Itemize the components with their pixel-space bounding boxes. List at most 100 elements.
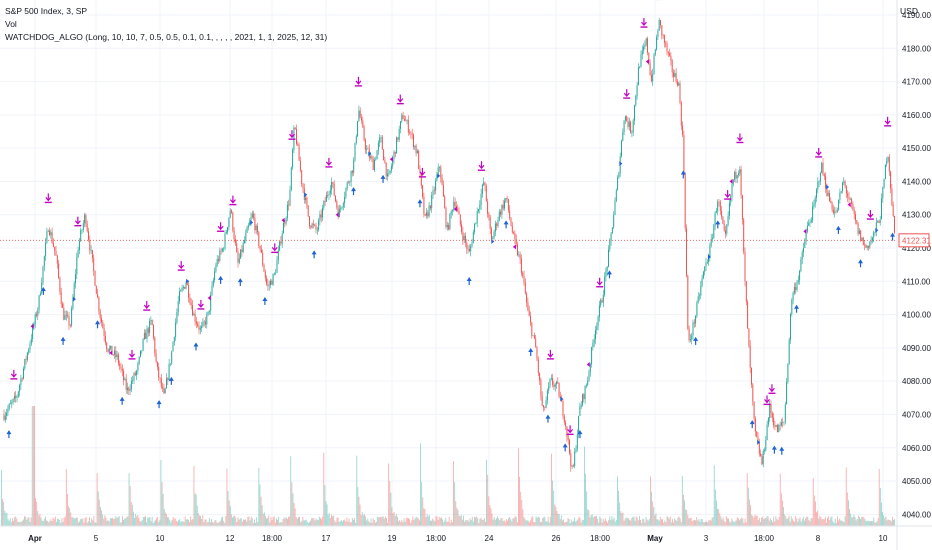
volume-bar [245, 519, 247, 526]
candle-body [509, 210, 511, 219]
candle-body [444, 196, 446, 208]
volume-bar [120, 522, 122, 526]
buy-signal-marker [193, 342, 199, 351]
volume-bar [653, 507, 655, 526]
candle-body [147, 328, 149, 333]
candle-body [383, 149, 385, 161]
volume-bar [780, 493, 782, 526]
candle-body [471, 243, 473, 247]
price-axis[interactable]: 4190.004180.004170.004160.004150.004140.… [902, 11, 931, 519]
candle-body [38, 295, 40, 310]
buy-signal-marker [380, 174, 386, 183]
volume-bar [169, 519, 171, 526]
candle-body [695, 316, 697, 324]
volume-bar [370, 518, 372, 526]
volume-bar [548, 522, 550, 526]
volume-bar [592, 517, 594, 526]
volume-bar [258, 467, 260, 526]
volume-bar [648, 518, 650, 526]
volume-bar [199, 515, 200, 526]
symbol-title[interactable]: S&P 500 Index, 3, SP [5, 6, 88, 16]
candle-body [713, 225, 715, 238]
volume-bar [460, 515, 462, 526]
volume-bar [261, 505, 263, 526]
volume-bar [175, 520, 177, 526]
candle-body [254, 217, 256, 231]
candle-body [853, 210, 855, 215]
volume-bar [716, 500, 717, 526]
candle-body [81, 229, 83, 231]
volume-bar [752, 515, 754, 526]
candle-body [123, 370, 125, 381]
volume-bar [49, 521, 51, 526]
candle-body [613, 214, 615, 228]
volume-bar [547, 516, 549, 526]
volume-bar [886, 520, 888, 526]
candle-body [766, 424, 768, 441]
candle-body [171, 351, 173, 364]
candle-body [501, 204, 503, 215]
volume-bar [624, 518, 626, 526]
candle-body [537, 359, 539, 374]
candle-body [832, 209, 834, 213]
price-tick-label: 4190.00 [902, 11, 931, 20]
candle-body [101, 318, 102, 323]
volume-bar [379, 517, 381, 526]
candle-body [441, 178, 443, 185]
time-axis[interactable]: Apr 5 10 12 18:00 17 19 18:00 24 26 18:00 May 3 18:00… [28, 534, 888, 543]
candle-body [190, 303, 192, 306]
volume-bar [766, 516, 768, 526]
volume-bar [842, 521, 844, 526]
volume-bar [224, 522, 226, 526]
candle-body [756, 431, 758, 437]
volume-bar [335, 522, 337, 526]
buy-signal-marker [545, 414, 551, 423]
candle-body [90, 250, 92, 251]
candle-body [830, 201, 832, 204]
volume-bar [496, 518, 497, 526]
candle-body [822, 162, 824, 175]
volume-bar [614, 521, 616, 526]
volume-bar [713, 465, 715, 526]
sell-signal-marker [763, 395, 771, 406]
volume-bar [546, 521, 548, 526]
volume-bar [160, 459, 162, 526]
volume-bar [186, 519, 188, 526]
candle-body [396, 137, 398, 154]
volume-bar [452, 522, 453, 526]
buy-signal-marker [835, 225, 841, 234]
volume-bar [338, 522, 340, 526]
volume-bar [221, 517, 222, 526]
candle-body [760, 453, 762, 457]
candle-body [884, 164, 886, 180]
candle-body [50, 232, 52, 235]
volume-bar [417, 518, 419, 526]
candle-body [493, 231, 495, 238]
candle-body [202, 321, 204, 327]
volume-bar [841, 520, 843, 526]
volume-bar [441, 517, 442, 526]
volume-bar [503, 520, 505, 526]
candle-body [19, 385, 21, 392]
volume-bar [838, 520, 839, 526]
volume-bar [588, 510, 590, 526]
volume-indicator-label[interactable]: Vol [5, 19, 17, 29]
volume-bar [421, 482, 423, 526]
candle-body [133, 373, 135, 381]
candle-body [419, 169, 421, 173]
volume-bar [681, 475, 683, 526]
volume-bar [719, 513, 721, 526]
candle-body [492, 237, 494, 240]
volume-bar [509, 517, 511, 526]
volume-bar [377, 516, 379, 526]
volume-bar [265, 515, 266, 526]
candle-body [75, 274, 76, 284]
time-tick-label: 5 [94, 534, 99, 543]
time-tick-label: 26 [552, 534, 561, 543]
candle-body [520, 258, 522, 273]
volume-bar [439, 517, 441, 526]
candle-body [484, 182, 486, 187]
candle-body [748, 328, 750, 346]
algo-indicator-label[interactable]: WATCHDOG_ALGO (Long, 10, 10, 7, 0.5, 0.5… [5, 32, 328, 42]
